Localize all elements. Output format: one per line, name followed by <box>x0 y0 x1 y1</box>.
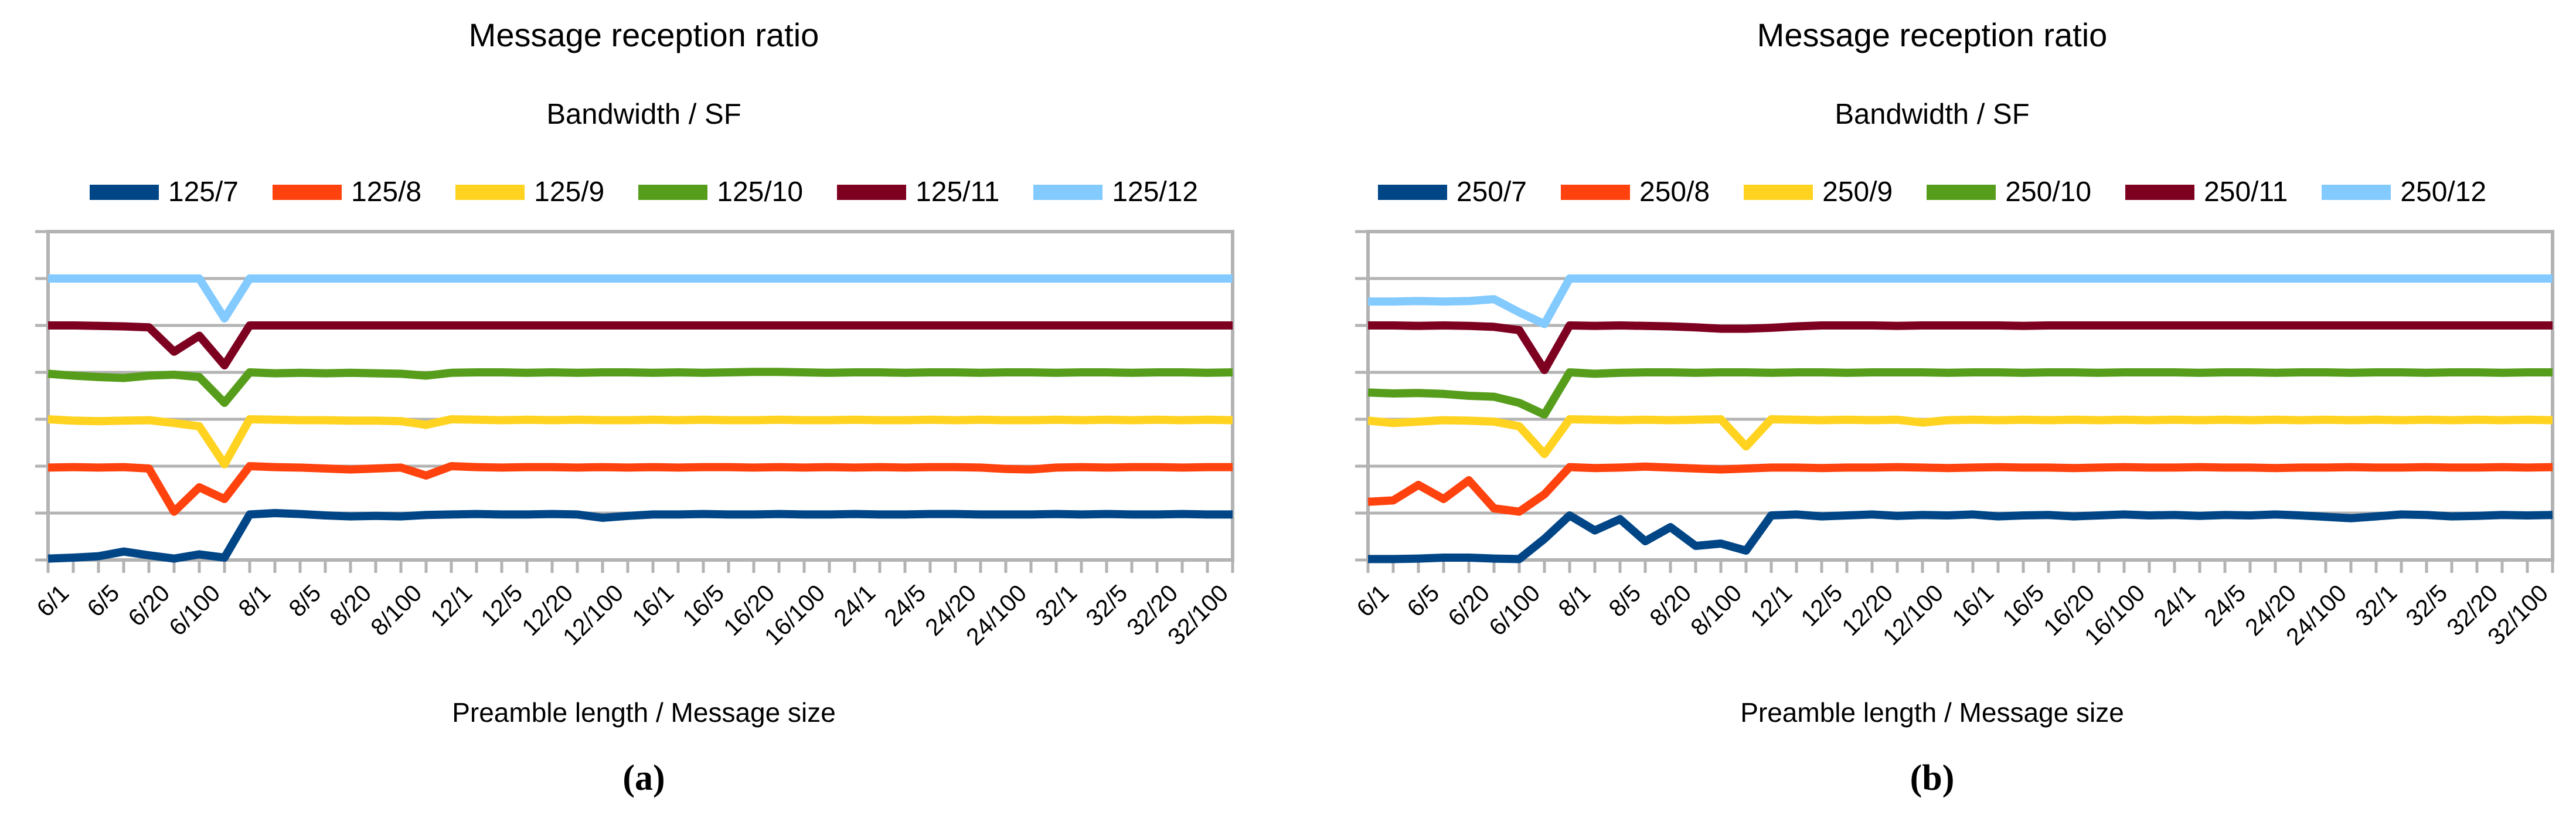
legend-swatch-icon <box>1927 184 1996 200</box>
legend-label: 125/10 <box>717 176 804 208</box>
series-line-125/7 <box>47 509 1233 563</box>
legend-swatch-icon <box>1561 184 1630 200</box>
legend-item-125/9: 125/9 <box>455 176 604 208</box>
legend-label: 250/8 <box>1639 176 1710 208</box>
chart-b-x-axis-title: Preamble length / Message size <box>1740 697 2124 728</box>
chart-b: Message reception ratio Bandwidth / SF 2… <box>1288 0 2576 835</box>
legend-label: 250/10 <box>2005 176 2092 208</box>
series-line-125/10 <box>47 368 1233 407</box>
chart-a-caption: (a) <box>622 758 665 798</box>
legend-label: 250/7 <box>1456 176 1527 208</box>
legend-item-125/11: 125/11 <box>837 176 999 208</box>
legend-item-250/10: 250/10 <box>1927 176 2091 208</box>
series-line-250/9 <box>1367 415 2553 459</box>
legend-swatch-icon <box>638 184 708 200</box>
plot-border <box>46 230 1234 562</box>
legend-label: 125/7 <box>168 176 239 208</box>
legend-swatch-icon <box>1033 184 1103 200</box>
series-line-250/7 <box>1368 510 2553 564</box>
series-line-125/11 <box>48 321 1233 369</box>
legend-item-250/7: 250/7 <box>1377 176 1527 208</box>
chart-b-caption: (b) <box>1910 758 1955 798</box>
series-line-125/9 <box>47 415 1233 469</box>
chart-a-plot-area <box>35 230 1234 573</box>
legend-item-125/8: 125/8 <box>273 176 421 208</box>
legend-label: 125/8 <box>351 176 422 208</box>
legend-item-250/8: 250/8 <box>1561 176 1710 208</box>
series-line-125/8 <box>47 462 1233 516</box>
legend-item-125/12: 125/12 <box>1033 176 1198 208</box>
chart-a-legend: 125/7 125/8 125/9 125/10 125/11 125/12 <box>0 176 1288 208</box>
legend-label: 125/11 <box>916 176 1000 208</box>
legend-label: 125/9 <box>534 176 605 208</box>
legend-item-250/9: 250/9 <box>1744 176 1893 208</box>
chart-b-title: Message reception ratio <box>1757 16 2108 53</box>
legend-label: 250/9 <box>1822 176 1893 208</box>
chart-b-legend: 250/7 250/8 250/9 250/10 250/11 250/12 <box>1288 176 2576 208</box>
legend-swatch-icon <box>455 184 525 200</box>
legend-item-125/7: 125/7 <box>89 176 239 208</box>
series-line-250/12 <box>1368 274 2553 328</box>
legend-swatch-icon <box>1744 184 1813 200</box>
chart-a-x-axis-title: Preamble length / Message size <box>452 697 836 728</box>
legend-swatch-icon <box>273 184 342 200</box>
legend-swatch-icon <box>2125 184 2195 200</box>
legend-item-250/11: 250/11 <box>2125 176 2288 208</box>
chart-a: Message reception ratio Bandwidth / SF 1… <box>0 16 1288 798</box>
legend-item-250/12: 250/12 <box>2322 176 2486 208</box>
chart-b-plot-area <box>1355 230 2554 573</box>
legend-swatch-icon <box>89 184 159 200</box>
legend-label: 250/12 <box>2400 176 2487 208</box>
legend-swatch-icon <box>1377 184 1447 200</box>
legend-swatch-icon <box>2322 184 2391 200</box>
chart-b-subtitle: Bandwidth / SF <box>1835 99 2030 130</box>
series-line-250/8 <box>1367 462 2553 516</box>
chart-a-title: Message reception ratio <box>468 16 819 53</box>
legend-swatch-icon <box>837 184 907 200</box>
series-line-250/10 <box>1367 368 2553 419</box>
legend-label: 125/12 <box>1112 176 1199 208</box>
chart-a-subtitle: Bandwidth / SF <box>546 99 741 130</box>
series-line-125/12 <box>48 274 1233 323</box>
series-line-250/11 <box>1368 321 2553 374</box>
legend-item-125/10: 125/10 <box>638 176 803 208</box>
legend-label: 250/11 <box>2204 176 2288 208</box>
